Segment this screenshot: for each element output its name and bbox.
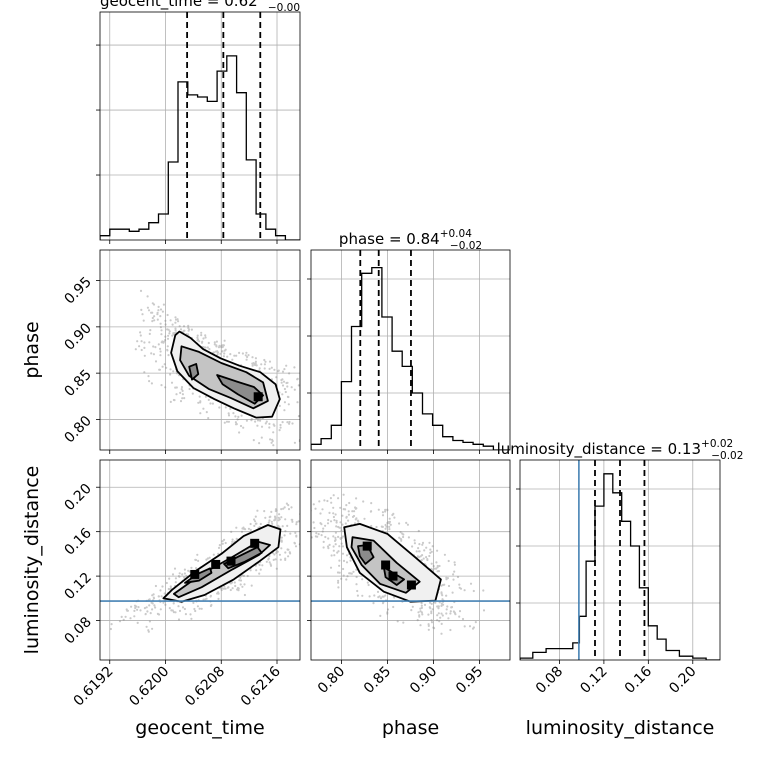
scatter-panel-phase-luminosity_distance [307, 459, 511, 664]
axes-frame [310, 459, 511, 661]
y-tick-label: 0.90 [61, 320, 94, 353]
x-tick-label: 0.90 [407, 664, 440, 697]
axes-frame [99, 249, 301, 451]
y-tick-label: 0.80 [61, 413, 94, 446]
density-peak [406, 580, 416, 590]
density-peak [226, 556, 236, 566]
x-tick-label: 0.6192 [71, 664, 117, 710]
x-tick-label: 0.6216 [238, 663, 284, 709]
panel-title-luminosity_distance: luminosity_distance = 0.13+0.02 −0.02 [497, 438, 744, 462]
histogram-panel-geocent_time [96, 11, 301, 244]
y-axis-label-luminosity_distance: luminosity_distance [21, 466, 43, 655]
axes-frame [99, 459, 301, 661]
panel-title-geocent_time: geocent_time = 0.62+0.00−0.00 [100, 0, 300, 14]
x-tick-label: 0.6208 [182, 664, 228, 710]
density-peak [388, 571, 398, 581]
histogram-panel-phase [307, 249, 511, 454]
x-tick-label: 0.80 [315, 664, 348, 697]
density-peak [362, 541, 372, 551]
y-tick-label: 0.95 [61, 274, 94, 307]
x-tick-label: 0.08 [533, 664, 566, 697]
x-axis-label-geocent_time: geocent_time [135, 717, 264, 739]
x-tick-label: 0.85 [361, 664, 394, 697]
density-peak [190, 569, 200, 579]
panel-title-phase: phase = 0.84+0.04 −0.02 [339, 228, 482, 252]
y-tick-label: 0.20 [61, 481, 94, 514]
x-tick-label: 0.12 [577, 664, 610, 697]
histogram-panel-luminosity_distance [516, 459, 721, 664]
y-axis-label-phase: phase [21, 321, 43, 378]
y-tick-label: 0.08 [61, 614, 94, 647]
y-tick-label: 0.16 [61, 525, 94, 558]
x-tick-label: 0.95 [453, 664, 486, 697]
axes-frame [310, 249, 511, 451]
histogram-step [311, 266, 510, 450]
contour-level-2 [188, 363, 200, 381]
axes-frame [519, 459, 721, 661]
axes-frame [99, 11, 301, 241]
histogram-step [100, 55, 300, 240]
scatter-panel-geocent_time-luminosity_distance [96, 459, 301, 664]
scatter-panel-geocent_time-phase [96, 249, 301, 454]
density-peak [381, 560, 391, 570]
density-peak [250, 538, 260, 548]
x-tick-label: 0.6200 [126, 664, 172, 710]
x-tick-label: 0.20 [666, 664, 699, 697]
density-peak [211, 559, 221, 569]
x-tick-label: 0.16 [622, 663, 655, 696]
y-tick-label: 0.85 [61, 367, 94, 400]
density-peak [253, 392, 263, 402]
histogram-step [520, 473, 720, 660]
x-axis-label-luminosity_distance: luminosity_distance [526, 717, 715, 739]
x-axis-label-phase: phase [382, 717, 439, 739]
y-tick-label: 0.12 [61, 570, 94, 603]
